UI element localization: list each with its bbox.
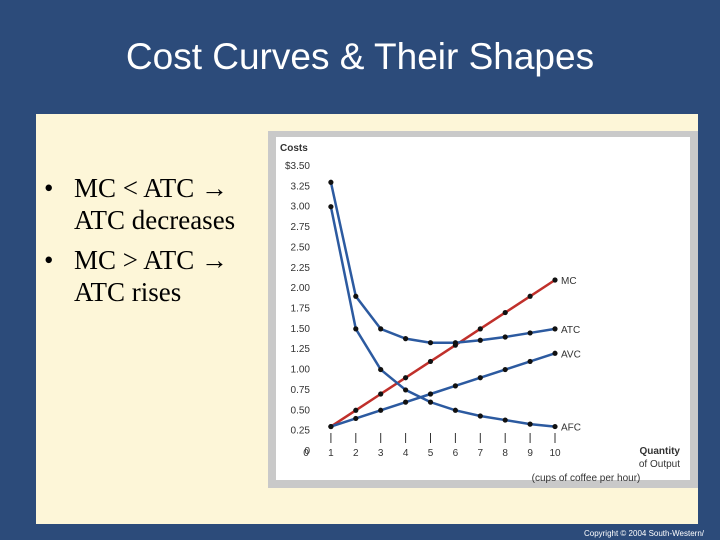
series-label-atc: ATC	[561, 325, 580, 336]
y-tick-label: 1.50	[291, 324, 311, 335]
x-tick-label: 8	[502, 448, 508, 459]
y-tick-label: 2.75	[291, 222, 311, 233]
data-point-avc	[353, 415, 359, 422]
data-point-atc	[353, 293, 359, 299]
data-point-mc	[552, 277, 558, 283]
slide-title: Cost Curves & Their Shapes	[125, 36, 595, 77]
y-tick-label: 2.50	[291, 242, 311, 253]
data-point-afc	[353, 326, 359, 332]
data-point-avc	[328, 423, 334, 430]
data-point-afc	[552, 423, 558, 430]
data-point-afc	[502, 417, 508, 423]
x-axis-title: Quantity	[639, 446, 680, 457]
y-tick-label: 0	[304, 446, 310, 457]
data-point-atc	[502, 334, 508, 340]
data-point-afc	[328, 204, 334, 210]
bullet-text: MC < ATC	[74, 173, 202, 203]
series-label-avc: AVC	[561, 349, 581, 360]
data-point-afc	[403, 387, 409, 393]
y-tick-label: 3.25	[291, 181, 311, 192]
y-tick-label: 2.00	[291, 283, 311, 294]
series-labels: MC ATC AVC AFC	[561, 276, 581, 434]
y-axis-ticks: 0 0.25 0.50 0.75 1.00 1.25 1.50 1.75 2.00 2.25 2.5…	[285, 161, 310, 457]
data-point-atc	[527, 330, 533, 336]
arrow-right-icon: →	[201, 173, 229, 203]
x-tick-label: 4	[403, 448, 409, 459]
series-line-atc	[329, 182, 556, 344]
data-point-mc	[502, 309, 508, 316]
y-tick-label: 1.75	[291, 304, 311, 315]
y-tick-label: 2.25	[291, 263, 311, 274]
x-tick-label: 7	[478, 448, 484, 459]
bullet-dot: •	[44, 173, 54, 203]
x-tick-label: 5	[428, 448, 434, 459]
copyright-notice: Copyright © 2004 South-Western/	[583, 529, 704, 538]
series-label-mc: MC	[561, 276, 577, 287]
series-label-afc: AFC	[561, 423, 581, 434]
data-point-afc	[452, 407, 458, 413]
data-point-atc	[552, 326, 558, 332]
series-line-mc	[330, 278, 556, 428]
x-axis-ticks: 0 1 2 3 4 5 6 7 8 9 10	[303, 433, 561, 459]
data-point-afc	[527, 421, 533, 427]
data-point-atc	[427, 340, 434, 346]
data-point-avc	[502, 366, 508, 373]
data-point-afc	[477, 413, 483, 419]
data-point-mc	[427, 358, 434, 365]
data-point-mc	[477, 326, 483, 332]
x-tick-label: 10	[549, 448, 561, 459]
data-point-avc	[452, 383, 458, 389]
series-line-avc	[330, 352, 556, 428]
y-tick-label: 0.50	[291, 405, 311, 416]
cost-curves-chart: Costs 0 0.25 0.50 0.75 1.00 1.25 1.50 1.75 2.00 2…	[280, 143, 680, 484]
series-lines	[329, 182, 556, 428]
bullet-text-continued: ATC rises	[74, 277, 182, 307]
bullet-text: MC > ATC	[74, 245, 202, 275]
y-tick-label: 3.00	[291, 202, 311, 213]
bullet-item-mc-above-atc: • MC > ATC → ATC rises	[44, 244, 235, 308]
x-tick-label: 0	[303, 448, 309, 459]
y-tick-label: 1.00	[291, 365, 311, 376]
data-point-atc	[477, 337, 483, 343]
data-point-mc	[378, 391, 384, 397]
bullet-list: • MC < ATC → ATC decreases • MC > ATC → …	[44, 172, 235, 316]
bullet-dot: •	[44, 245, 54, 275]
arrow-right-icon: →	[201, 245, 229, 275]
data-point-afc	[427, 399, 434, 405]
data-point-atc	[328, 179, 334, 185]
x-tick-label: 6	[453, 448, 459, 459]
bullet-text-continued: ATC decreases	[74, 205, 236, 235]
x-tick-label: 1	[328, 448, 334, 459]
data-point-mc	[353, 407, 359, 413]
y-tick-label: 1.25	[291, 344, 311, 355]
data-point-mc	[527, 293, 533, 299]
data-point-avc	[378, 407, 384, 413]
data-point-avc	[403, 399, 409, 405]
y-tick-label: 0.75	[291, 385, 311, 396]
data-point-avc	[477, 375, 483, 381]
x-axis-title-line2: of Output	[639, 459, 680, 470]
data-point-atc	[452, 340, 458, 346]
x-tick-label: 3	[378, 448, 384, 459]
y-axis-title: Costs	[280, 143, 308, 154]
series-line-afc	[329, 206, 556, 428]
y-tick-label: 0.25	[291, 426, 311, 437]
data-point-avc	[527, 358, 533, 365]
data-point-avc	[427, 391, 434, 397]
x-tick-label: 9	[527, 448, 533, 459]
data-point-mc	[403, 375, 409, 381]
data-point-atc	[378, 326, 384, 332]
data-point-afc	[378, 366, 384, 373]
x-axis-subtitle: (cups of coffee per hour)	[532, 473, 641, 484]
x-tick-label: 2	[353, 448, 359, 459]
bullet-item-mc-below-atc: • MC < ATC → ATC decreases	[44, 172, 235, 236]
data-point-avc	[552, 350, 558, 356]
series-points	[328, 179, 558, 430]
chart-frame	[268, 131, 698, 488]
data-point-atc	[403, 336, 409, 342]
y-tick-label: $3.50	[285, 161, 310, 172]
